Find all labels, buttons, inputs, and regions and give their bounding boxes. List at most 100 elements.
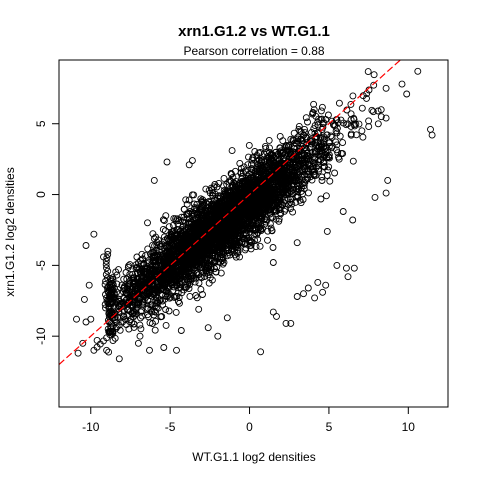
data-point	[136, 321, 144, 329]
data-point	[105, 328, 113, 336]
data-point	[105, 310, 113, 317]
data-point	[133, 263, 141, 271]
outlier-point	[374, 107, 382, 115]
outlier-point	[403, 90, 411, 98]
data-point	[175, 267, 183, 275]
data-point	[347, 130, 355, 138]
data-point	[226, 251, 234, 259]
data-point	[276, 206, 284, 213]
data-point	[284, 189, 292, 197]
data-point	[213, 211, 221, 218]
data-point	[220, 174, 228, 182]
data-point	[335, 153, 343, 161]
outlier-point	[382, 189, 390, 197]
outlier-point	[427, 125, 434, 133]
data-point	[130, 320, 138, 328]
data-point	[144, 287, 152, 295]
data-point	[235, 238, 243, 246]
data-point	[267, 214, 275, 222]
data-point	[261, 182, 269, 190]
data-point	[105, 348, 113, 356]
data-point	[275, 217, 283, 225]
data-point	[311, 122, 319, 130]
data-point	[304, 118, 311, 126]
outlier-point	[104, 325, 112, 333]
data-point	[314, 128, 322, 136]
data-point	[292, 140, 300, 147]
data-point	[339, 139, 347, 147]
data-point	[295, 167, 303, 175]
data-point	[266, 158, 274, 166]
data-point	[123, 312, 131, 319]
data-point	[217, 269, 225, 277]
data-point	[276, 190, 283, 198]
data-point	[245, 234, 253, 242]
data-point	[288, 200, 296, 208]
data-point	[314, 162, 322, 170]
data-point	[369, 108, 377, 116]
data-point	[198, 234, 206, 241]
data-point	[271, 199, 279, 207]
data-point	[305, 152, 312, 160]
data-point	[290, 167, 298, 174]
data-point	[181, 260, 188, 268]
data-point	[102, 271, 110, 278]
data-point	[163, 275, 171, 283]
data-point	[303, 156, 310, 164]
data-point	[266, 144, 273, 152]
data-point	[306, 144, 314, 152]
data-point	[263, 194, 271, 202]
data-point	[168, 250, 176, 258]
outlier-point	[287, 319, 295, 327]
data-point	[153, 303, 161, 311]
data-point	[350, 116, 358, 124]
data-point	[107, 286, 115, 294]
data-point	[130, 274, 138, 282]
data-point	[349, 157, 357, 165]
data-point	[258, 162, 266, 169]
data-point	[281, 183, 289, 191]
data-point	[172, 215, 180, 223]
outlier-point	[371, 193, 379, 201]
x-tick-label: 10	[402, 420, 416, 434]
data-point	[144, 219, 151, 227]
data-point	[192, 231, 200, 239]
outlier-point	[347, 110, 355, 118]
data-point	[132, 282, 140, 290]
data-point	[318, 177, 326, 184]
data-point	[143, 283, 151, 291]
outlier-point	[214, 332, 222, 340]
data-point	[173, 277, 181, 285]
outlier-point	[188, 157, 196, 165]
data-point	[130, 276, 138, 284]
y-tick-label: 5	[34, 120, 48, 127]
data-point	[168, 264, 176, 272]
data-point	[177, 252, 185, 260]
y-tick-label: 0	[34, 191, 48, 198]
data-point	[129, 307, 137, 314]
data-point	[247, 191, 255, 199]
data-point	[169, 261, 177, 269]
data-point	[197, 230, 205, 237]
y-tick-label: -5	[34, 260, 48, 271]
data-point	[270, 169, 278, 177]
x-tick-label: -5	[165, 420, 176, 434]
outlier-point	[323, 227, 331, 235]
outlier-point	[384, 176, 392, 184]
data-point	[230, 230, 238, 238]
data-point	[312, 171, 320, 179]
data-point	[225, 200, 233, 208]
data-point	[212, 268, 220, 276]
data-point	[182, 196, 190, 204]
data-point	[284, 177, 292, 185]
data-point	[227, 247, 235, 255]
data-point	[326, 177, 334, 185]
outlier-point	[365, 117, 373, 125]
data-point	[245, 190, 253, 197]
data-point	[162, 306, 170, 313]
outlier-point	[261, 142, 269, 150]
data-point	[186, 292, 194, 300]
data-point	[205, 186, 213, 194]
data-point	[116, 326, 124, 334]
data-point	[331, 169, 339, 177]
